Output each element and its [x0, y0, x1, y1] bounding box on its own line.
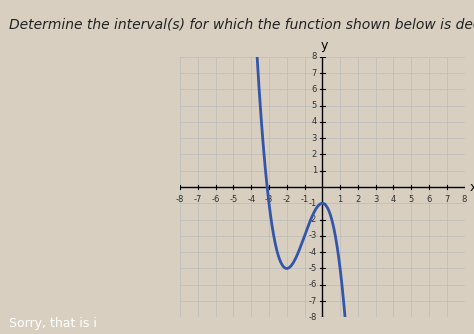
Text: -2: -2 [309, 215, 317, 224]
Text: -3: -3 [309, 231, 317, 240]
Text: 1: 1 [312, 166, 317, 175]
Text: -3: -3 [265, 195, 273, 204]
Text: -4: -4 [247, 195, 255, 204]
Text: -7: -7 [194, 195, 202, 204]
Text: 5: 5 [409, 195, 414, 204]
Text: Determine the interval(s) for which the function shown below is decreasing.: Determine the interval(s) for which the … [9, 18, 474, 32]
Text: 1: 1 [337, 195, 343, 204]
Text: 2: 2 [355, 195, 361, 204]
Text: 8: 8 [311, 52, 317, 61]
Text: 3: 3 [311, 134, 317, 143]
Text: -4: -4 [309, 248, 317, 257]
Text: -2: -2 [283, 195, 291, 204]
Text: 5: 5 [312, 101, 317, 110]
Text: -5: -5 [309, 264, 317, 273]
Text: -5: -5 [229, 195, 237, 204]
Text: -8: -8 [309, 313, 317, 322]
Text: -6: -6 [309, 280, 317, 289]
Text: Sorry, that is i: Sorry, that is i [9, 318, 97, 330]
Text: 6: 6 [311, 85, 317, 94]
Text: x: x [470, 181, 474, 193]
Text: -1: -1 [309, 199, 317, 208]
Text: 3: 3 [373, 195, 378, 204]
Text: 7: 7 [444, 195, 449, 204]
Text: 2: 2 [312, 150, 317, 159]
Text: 6: 6 [426, 195, 432, 204]
Text: -6: -6 [211, 195, 220, 204]
Text: -1: -1 [301, 195, 309, 204]
Text: 4: 4 [312, 118, 317, 126]
Text: y: y [320, 39, 328, 52]
Text: 7: 7 [311, 68, 317, 77]
Text: -7: -7 [309, 297, 317, 306]
Text: -8: -8 [176, 195, 184, 204]
Text: 4: 4 [391, 195, 396, 204]
Text: 8: 8 [462, 195, 467, 204]
